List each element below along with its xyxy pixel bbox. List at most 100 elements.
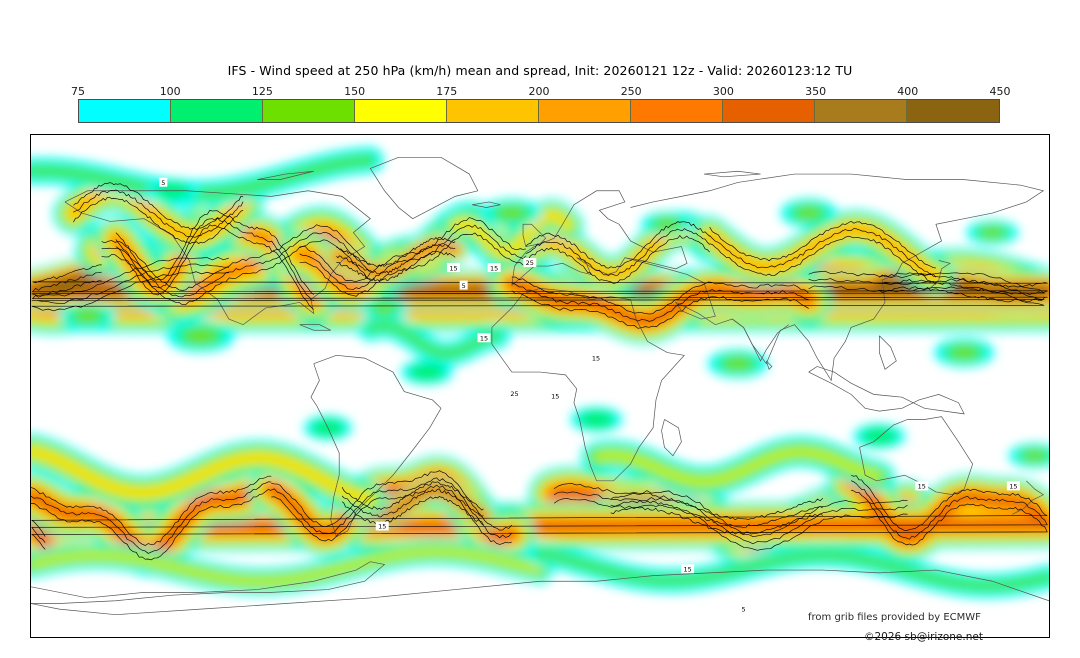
spread-contour-path bbox=[610, 506, 823, 536]
map-canvas[interactable]: 5 5 15 15 15 25 25 15 15 15 15 5 15 15 bbox=[30, 134, 1050, 638]
spread-contour-labels: 5 5 15 15 15 25 25 15 15 15 15 5 15 15 bbox=[159, 177, 1020, 614]
jet-band-shell bbox=[31, 477, 1049, 547]
spread-contour-path bbox=[709, 228, 937, 278]
coastline-path bbox=[808, 366, 965, 415]
colorbar-segment bbox=[355, 100, 447, 122]
copyright-credit: ©2026 sb@irizone.net bbox=[864, 631, 983, 643]
contour-label-background bbox=[159, 177, 168, 187]
colorbar-segment bbox=[631, 100, 723, 122]
colorbar-gradient bbox=[78, 99, 1000, 123]
contour-label-background bbox=[1006, 481, 1020, 491]
wind-patch bbox=[853, 424, 906, 449]
colorbar-tick-labels: 75 100 125 150 175 200 250 300 350 400 450 bbox=[71, 85, 1011, 99]
coastline-path bbox=[522, 223, 547, 247]
spread-contour-path bbox=[554, 491, 908, 545]
spread-contour-path bbox=[101, 224, 371, 291]
colorbar-tick: 150 bbox=[344, 85, 366, 98]
contour-label: 5 bbox=[161, 179, 165, 187]
contour-label: 15 bbox=[490, 264, 498, 272]
wind-patch-shell bbox=[1022, 449, 1048, 462]
jet-band bbox=[31, 434, 388, 517]
jet-band bbox=[358, 313, 510, 366]
data-source-credit: from grib files provided by ECMWF bbox=[808, 612, 981, 623]
wind-patch-shell bbox=[373, 302, 396, 314]
contour-label-background bbox=[548, 391, 562, 401]
spread-contour-path bbox=[341, 481, 484, 511]
wind-patch bbox=[780, 199, 837, 228]
wind-patch bbox=[966, 220, 1019, 245]
contour-label-background bbox=[739, 604, 748, 614]
coastline-path bbox=[540, 569, 1049, 602]
jet-band bbox=[581, 436, 895, 497]
coastline-path bbox=[765, 360, 773, 370]
colorbar-segment bbox=[447, 100, 539, 122]
spread-contour-path bbox=[73, 182, 244, 231]
spread-contour-path bbox=[709, 235, 937, 285]
spread-contour-path bbox=[610, 492, 823, 521]
spread-contour-path bbox=[336, 236, 456, 268]
jet-band-shell bbox=[368, 324, 500, 356]
coastline-path bbox=[859, 416, 974, 496]
wind-patch-shell bbox=[407, 363, 447, 381]
contour-label: 15 bbox=[1009, 483, 1017, 491]
contour-label-background bbox=[915, 481, 929, 491]
spread-contour-path bbox=[31, 489, 272, 561]
spread-contour-path bbox=[115, 209, 314, 295]
colorbar: 75 100 125 150 175 200 250 300 350 400 450 bbox=[71, 85, 1011, 127]
coastline-path bbox=[257, 170, 314, 180]
wind-patch bbox=[641, 212, 694, 237]
colorbar-segment bbox=[815, 100, 907, 122]
spread-contour-path bbox=[31, 271, 1045, 312]
coastline-path bbox=[511, 190, 688, 286]
spread-contour-path bbox=[271, 484, 512, 545]
colorbar-segment bbox=[171, 100, 263, 122]
spread-contour-path bbox=[31, 475, 272, 546]
spread-contour-path bbox=[299, 224, 527, 290]
contour-label: 5 bbox=[462, 282, 466, 290]
wind-patch bbox=[400, 360, 453, 385]
spread-contour-path bbox=[511, 282, 809, 322]
spread-contour-path bbox=[511, 276, 809, 315]
contour-label: 15 bbox=[449, 264, 457, 272]
spread-contour-path bbox=[271, 477, 512, 539]
wind-patch-shell bbox=[577, 410, 616, 429]
coastline-path bbox=[732, 318, 790, 362]
contour-label-background bbox=[681, 564, 695, 574]
colorbar-tick: 175 bbox=[436, 85, 458, 98]
wind-patch bbox=[166, 319, 235, 352]
spread-contour-path bbox=[341, 488, 484, 518]
jet-band bbox=[53, 171, 264, 256]
coastlines bbox=[31, 156, 1049, 616]
contour-label: 15 bbox=[378, 523, 386, 531]
coastline-path bbox=[369, 156, 479, 219]
spread-contour-path bbox=[101, 239, 371, 306]
spread-contour-path bbox=[525, 234, 710, 284]
spread-contour-path bbox=[271, 470, 512, 531]
spread-contour-path bbox=[511, 290, 809, 329]
jet-band bbox=[31, 458, 1049, 566]
jet-band-shell bbox=[594, 449, 882, 484]
spread-contour-path bbox=[32, 264, 1048, 288]
wind-patch-shell bbox=[860, 427, 899, 446]
wind-patch-shell bbox=[795, 206, 823, 220]
spread-contour-path bbox=[31, 480, 1048, 543]
coastline-path bbox=[31, 561, 386, 604]
spread-contour-path bbox=[115, 217, 314, 302]
contour-label: 15 bbox=[551, 392, 559, 400]
page-title: IFS - Wind speed at 250 hPa (km/h) mean … bbox=[227, 63, 853, 78]
spread-contour-path bbox=[31, 474, 1048, 537]
colorbar-tick: 250 bbox=[620, 85, 642, 98]
spread-contour-path bbox=[31, 256, 1046, 297]
colorbar-segment bbox=[907, 100, 999, 122]
contour-label: 25 bbox=[510, 390, 518, 398]
contour-label-background bbox=[477, 333, 491, 343]
colorbar-tick: 300 bbox=[712, 85, 734, 98]
contour-label-background bbox=[375, 521, 389, 531]
colorbar-tick: 75 bbox=[71, 85, 85, 98]
wind-patch bbox=[707, 349, 768, 378]
wind-patch bbox=[934, 338, 995, 367]
jet-band bbox=[440, 199, 584, 268]
colorbar-tick: 350 bbox=[805, 85, 827, 98]
wind-patch-shell bbox=[184, 328, 217, 344]
